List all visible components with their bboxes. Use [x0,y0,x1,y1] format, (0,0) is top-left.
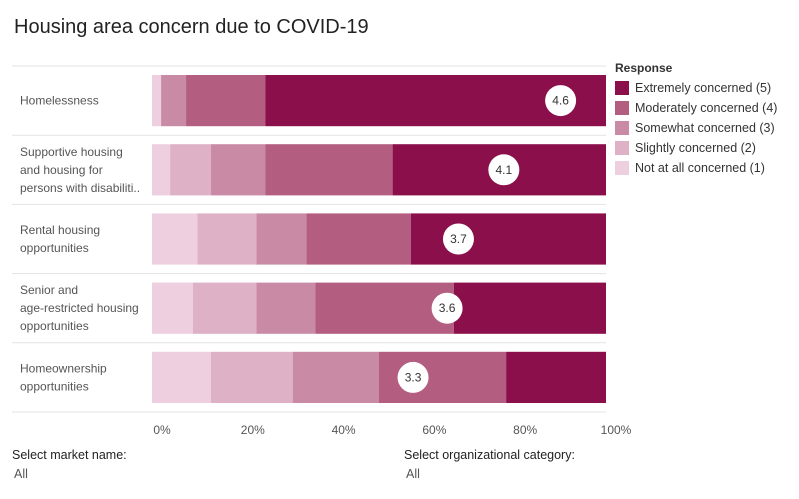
category-label-line: Rental housing [20,223,100,237]
bar-segment[interactable] [197,213,257,265]
market-filter-label: Select market name: [12,448,127,462]
legend-item-moderately[interactable]: Moderately concerned (4) [615,98,777,118]
legend-title: Response [615,61,673,75]
bar-segment[interactable] [211,144,266,196]
legend-swatch [615,121,629,135]
average-marker [442,223,474,255]
market-filter-value[interactable]: All [14,467,28,481]
x-tick-label: 20% [241,423,265,437]
category-label: Rental housing opportunities [20,223,100,255]
category-label: Senior and age-restricted housing opportun… [20,283,139,333]
chart-title: Housing area concern due to COVID-19 [14,16,369,38]
legend-swatch [615,81,629,95]
market-filter[interactable]: Select market name: All [12,448,127,481]
category-label-line: age-restricted housing [20,301,139,315]
bar-segment[interactable] [410,213,606,265]
legend-label: Slightly concerned (2) [635,141,756,155]
average-marker [545,85,577,117]
legend-label: Not at all concerned (1) [635,161,765,175]
average-label: 3.3 [405,370,422,384]
category-label-line: and housing for [20,163,103,177]
legend: Response Extremely concerned (5) Moderat… [615,61,777,178]
bar-segment[interactable] [453,282,606,334]
bar-segment[interactable] [292,351,379,403]
bar-segment[interactable] [152,351,212,403]
category-label-line: persons with disabiliti.. [20,181,140,195]
bar-segment[interactable] [152,144,171,196]
category-label: Homeownership opportunities [20,361,107,393]
legend-swatch [615,141,629,155]
bar-segment[interactable] [161,75,187,127]
x-tick-label: 60% [422,423,446,437]
category-label: Supportive housing and housing for persons… [20,145,140,195]
category-label-line: Homeownership [20,361,107,375]
bar-segment[interactable] [186,75,266,127]
x-tick-label: 0% [153,423,171,437]
average-label: 3.6 [439,301,456,315]
category-label-line: opportunities [20,379,89,393]
bar-segment[interactable] [192,282,257,334]
category-label-line: opportunities [20,241,89,255]
x-tick-label: 80% [513,423,537,437]
category-label-line: Supportive housing [20,145,123,159]
bar-segment[interactable] [306,213,411,265]
x-tick-label: 100% [601,423,632,437]
bar-segment[interactable] [152,213,198,265]
bar-segment[interactable] [152,282,193,334]
x-tick-label: 40% [332,423,356,437]
average-label: 4.1 [496,163,513,177]
org-category-filter[interactable]: Select organizational category: All [404,448,575,481]
legend-item-not-at-all[interactable]: Not at all concerned (1) [615,158,777,178]
bar-segment[interactable] [256,213,307,265]
average-marker [488,154,520,186]
legend-item-somewhat[interactable]: Somewhat concerned (3) [615,118,777,138]
category-label-line: Senior and [20,283,78,297]
org-category-filter-label: Select organizational category: [404,448,575,462]
legend-label: Somewhat concerned (3) [635,121,775,135]
bar-segment[interactable] [265,144,393,196]
category-label-line: Homelessness [20,94,99,108]
bar-segment[interactable] [152,75,162,127]
bar-segment[interactable] [170,144,212,196]
org-category-filter-value[interactable]: All [406,467,420,481]
legend-swatch [615,161,629,175]
bar-segment[interactable] [315,282,454,334]
bar-segment[interactable] [211,351,293,403]
bar-segment[interactable] [256,282,316,334]
average-marker [397,361,429,393]
legend-label: Extremely concerned (5) [635,81,772,95]
category-label-line: opportunities [20,319,89,333]
legend-item-slightly[interactable]: Slightly concerned (2) [615,138,777,158]
bar-segment[interactable] [506,351,606,403]
legend-swatch [615,101,629,115]
average-label: 4.6 [552,94,569,108]
legend-item-extremely[interactable]: Extremely concerned (5) [615,78,777,98]
average-marker [431,292,463,324]
legend-label: Moderately concerned (4) [635,101,778,115]
category-label: Homelessness [20,94,99,108]
average-label: 3.7 [450,232,467,246]
